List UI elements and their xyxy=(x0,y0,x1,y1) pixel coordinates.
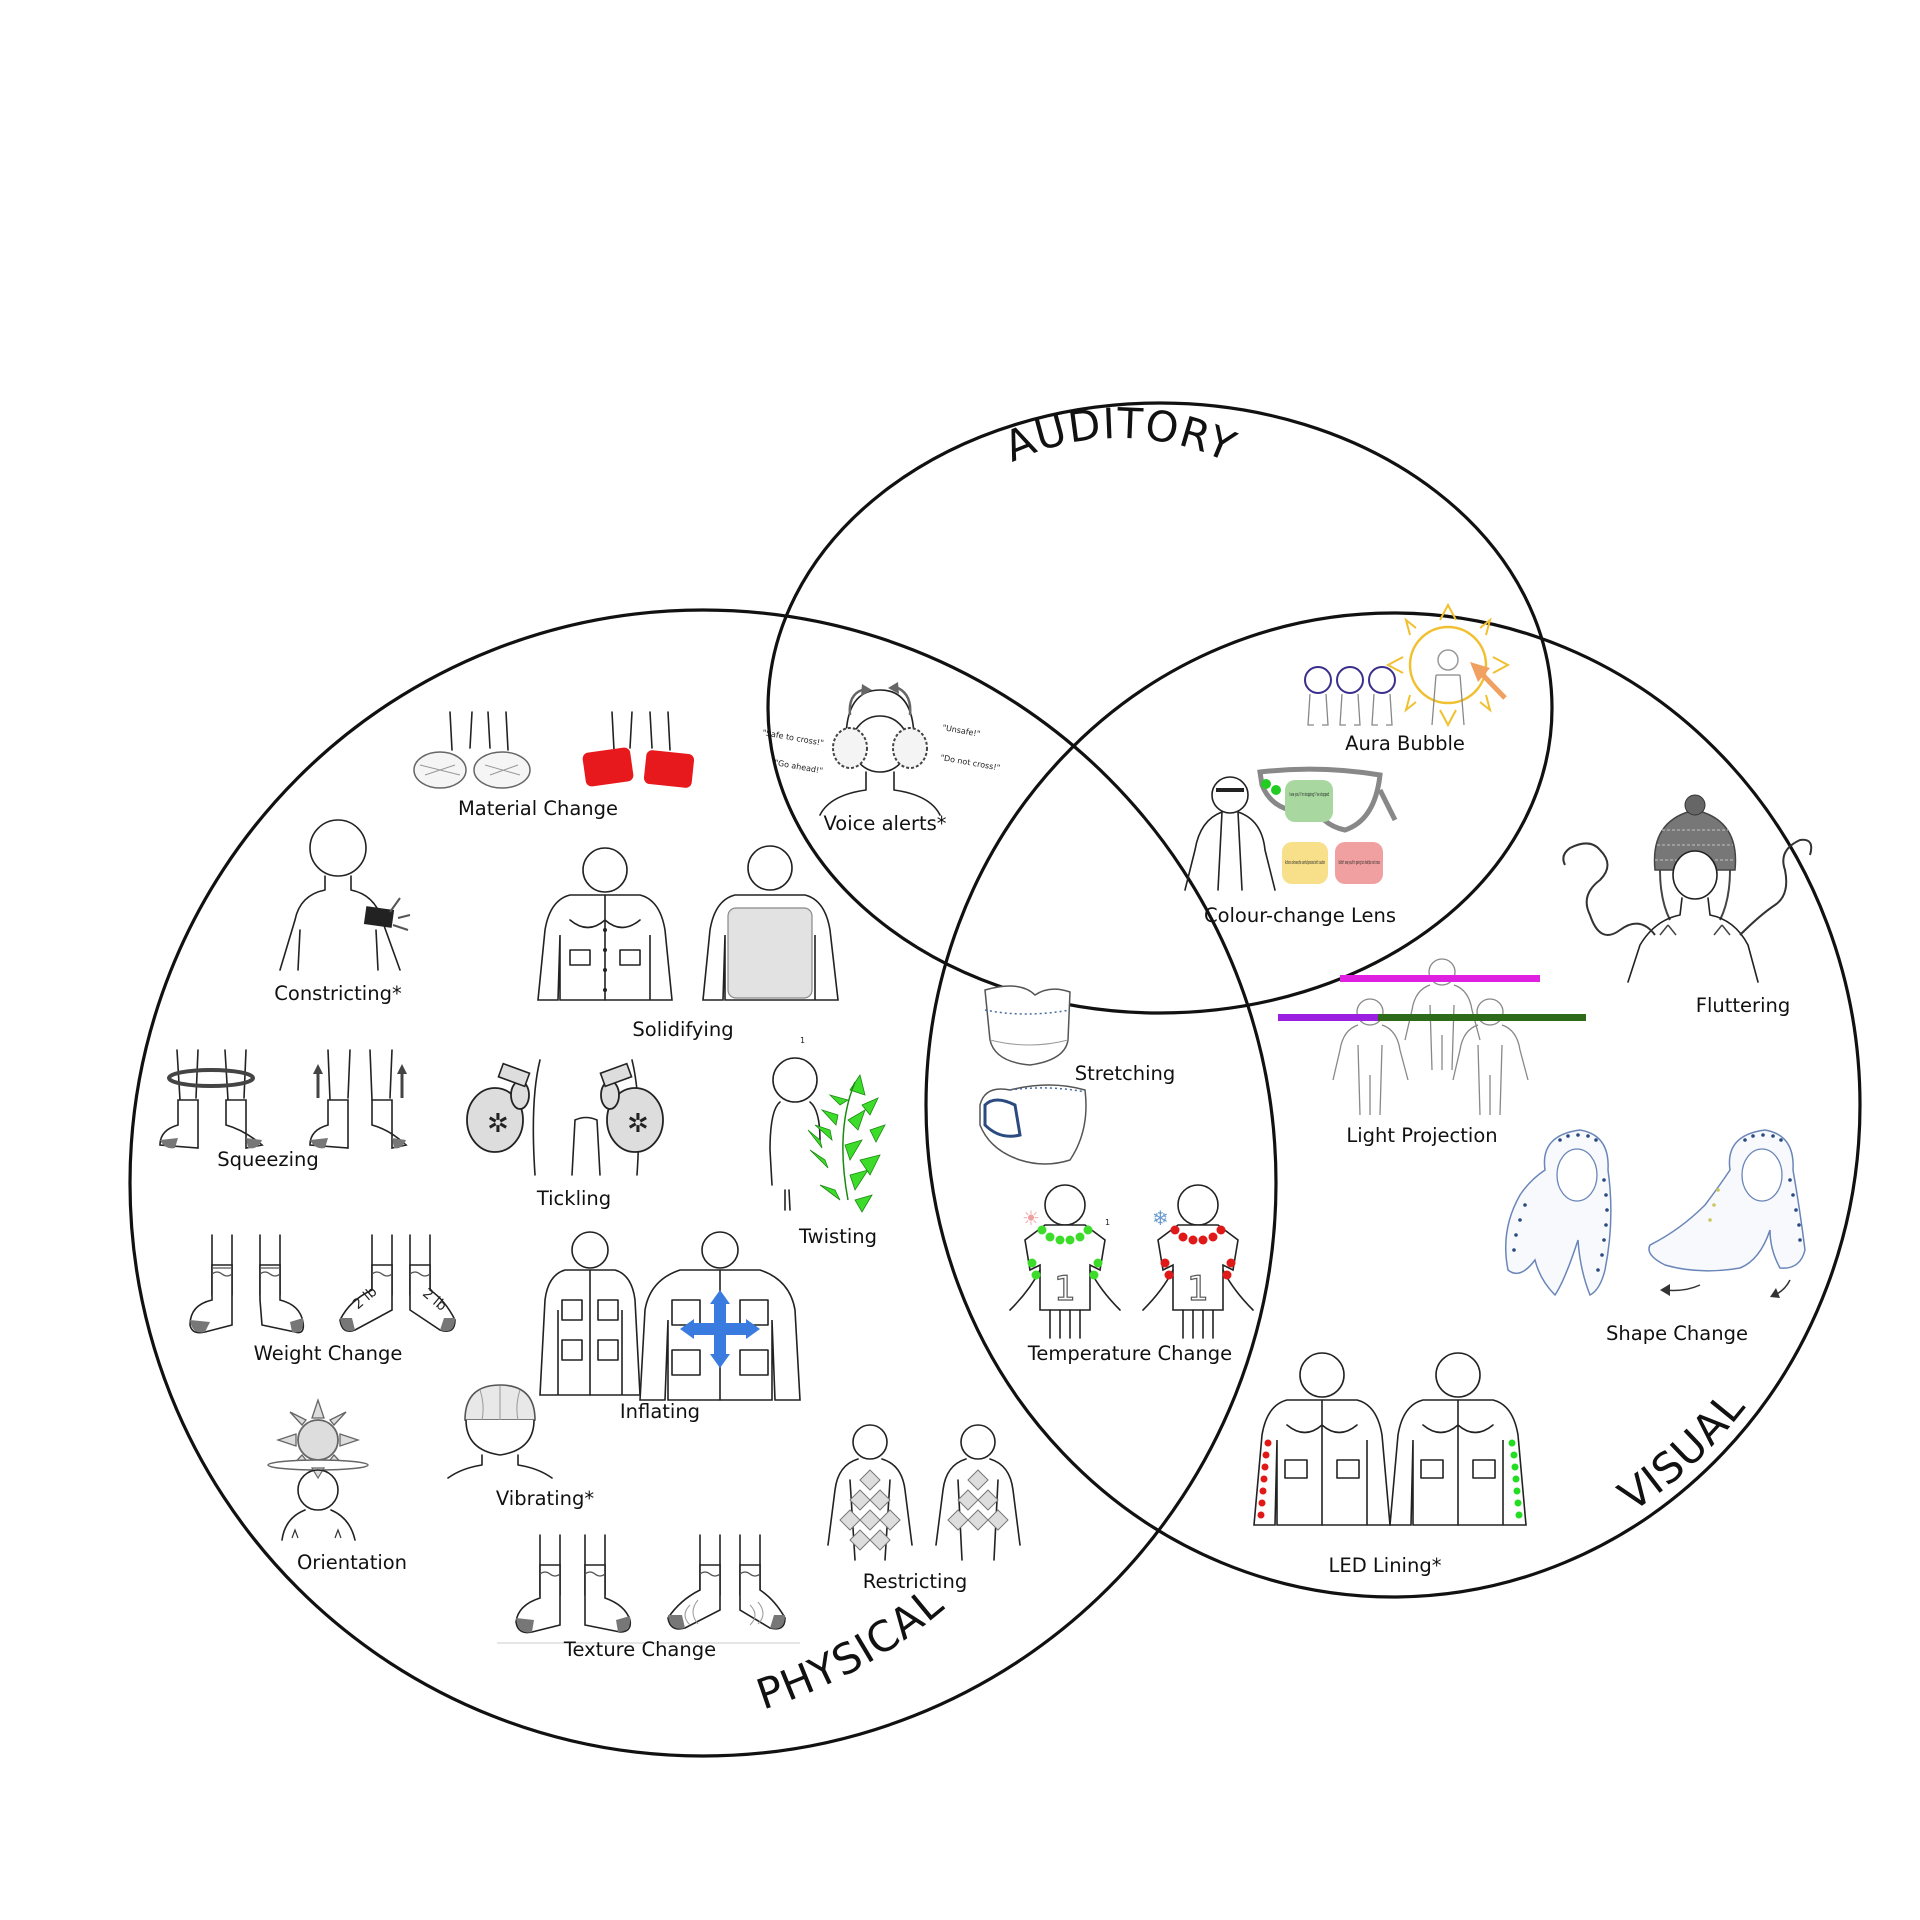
physical-circle xyxy=(128,608,1278,1758)
solidifying-illustration xyxy=(537,845,839,1001)
twisting-illustration: 1 xyxy=(769,1036,886,1213)
squeezing-illustration xyxy=(159,1049,408,1149)
material-change-label: Material Change xyxy=(458,797,618,820)
visual-circle xyxy=(924,611,1862,1599)
vibrating-illustration xyxy=(447,1384,553,1479)
lens-note-yellow: Actions unknown/be careful/proceed with … xyxy=(1285,860,1325,866)
led-lining-illustration xyxy=(1253,1352,1527,1526)
temperature-change-label: Temperature Change xyxy=(1027,1342,1232,1365)
texture-change-label: Texture Change xyxy=(563,1638,716,1661)
twisting-footnote-mark: 1 xyxy=(800,1036,805,1045)
inflating-label: Inflating xyxy=(620,1400,700,1423)
lens-note-green: I see you! I'm stopping! I've stopped xyxy=(1289,792,1329,798)
restricting-illustration xyxy=(827,1424,1021,1561)
aura-bubble-label: Aura Bubble xyxy=(1345,732,1465,755)
svg-text:✲: ✲ xyxy=(487,1109,509,1139)
fluttering-label: Fluttering xyxy=(1696,994,1790,1017)
texture-change-illustration xyxy=(497,1534,800,1644)
jersey-number-left: 1 xyxy=(1054,1269,1076,1309)
voice-bubble-go: "Go ahead!" xyxy=(774,758,824,775)
weight-change-illustration: 2 lb 2 lb xyxy=(189,1234,456,1334)
stretching-illustration xyxy=(979,985,1087,1165)
weight-change-label: Weight Change xyxy=(254,1342,403,1365)
lens-note-red: I didn't see you/I'm going too fast/do n… xyxy=(1338,860,1380,866)
shape-change-label: Shape Change xyxy=(1606,1322,1748,1345)
fluttering-illustration xyxy=(1562,794,1813,983)
solidifying-label: Solidifying xyxy=(632,1018,733,1041)
led-lining-label: LED Lining* xyxy=(1329,1554,1442,1577)
voice-bubble-dont: "Do not cross!" xyxy=(940,753,1001,772)
colour-change-lens-label: Colour-change Lens xyxy=(1204,904,1396,927)
sun-icon: ☀ xyxy=(1022,1206,1040,1230)
vibrating-label: Vibrating* xyxy=(496,1487,594,1510)
temperature-change-illustration: 1 ☀ 1 1 ❄ xyxy=(1009,1184,1254,1339)
inflating-illustration xyxy=(539,1231,801,1401)
snowflake-icon: ❄ xyxy=(1152,1206,1169,1230)
material-change-illustration xyxy=(413,711,695,789)
visual-title: VISUAL xyxy=(1610,1382,1755,1521)
tickling-illustration: ✲ ✲ xyxy=(466,1059,664,1176)
auditory-circle xyxy=(766,401,1554,1015)
tickling-label: Tickling xyxy=(536,1187,611,1210)
light-projection-label: Light Projection xyxy=(1346,1124,1497,1147)
aura-bubble-illustration xyxy=(1304,602,1511,728)
constricting-illustration xyxy=(279,819,411,971)
voice-bubble-unsafe: "Unsafe!" xyxy=(942,723,981,739)
jersey-number-right: 1 xyxy=(1187,1269,1209,1309)
stretching-label: Stretching xyxy=(1075,1062,1176,1085)
light-projection-illustration xyxy=(1278,958,1586,1116)
voice-alerts-label: Voice alerts* xyxy=(823,812,946,835)
squeezing-label: Squeezing xyxy=(217,1148,319,1171)
orientation-label: Orientation xyxy=(297,1551,407,1574)
physical-title: PHYSICAL xyxy=(750,1578,952,1720)
twisting-label: Twisting xyxy=(798,1225,877,1248)
restricting-label: Restricting xyxy=(863,1570,967,1593)
shape-change-illustration xyxy=(1505,1129,1806,1298)
auditory-title: AUDITORY xyxy=(997,399,1243,472)
temperature-footnote-mark: 1 xyxy=(1105,1218,1110,1227)
constricting-label: Constricting* xyxy=(274,982,402,1005)
svg-text:✲: ✲ xyxy=(627,1109,649,1139)
orientation-illustration xyxy=(267,1397,369,1541)
voice-alerts-illustration: "Safe to cross!" "Go ahead!" "Unsafe!" "… xyxy=(762,682,1001,816)
colour-change-lens-illustration: I see you! I'm stopping! I've stopped Ac… xyxy=(1184,766,1398,891)
